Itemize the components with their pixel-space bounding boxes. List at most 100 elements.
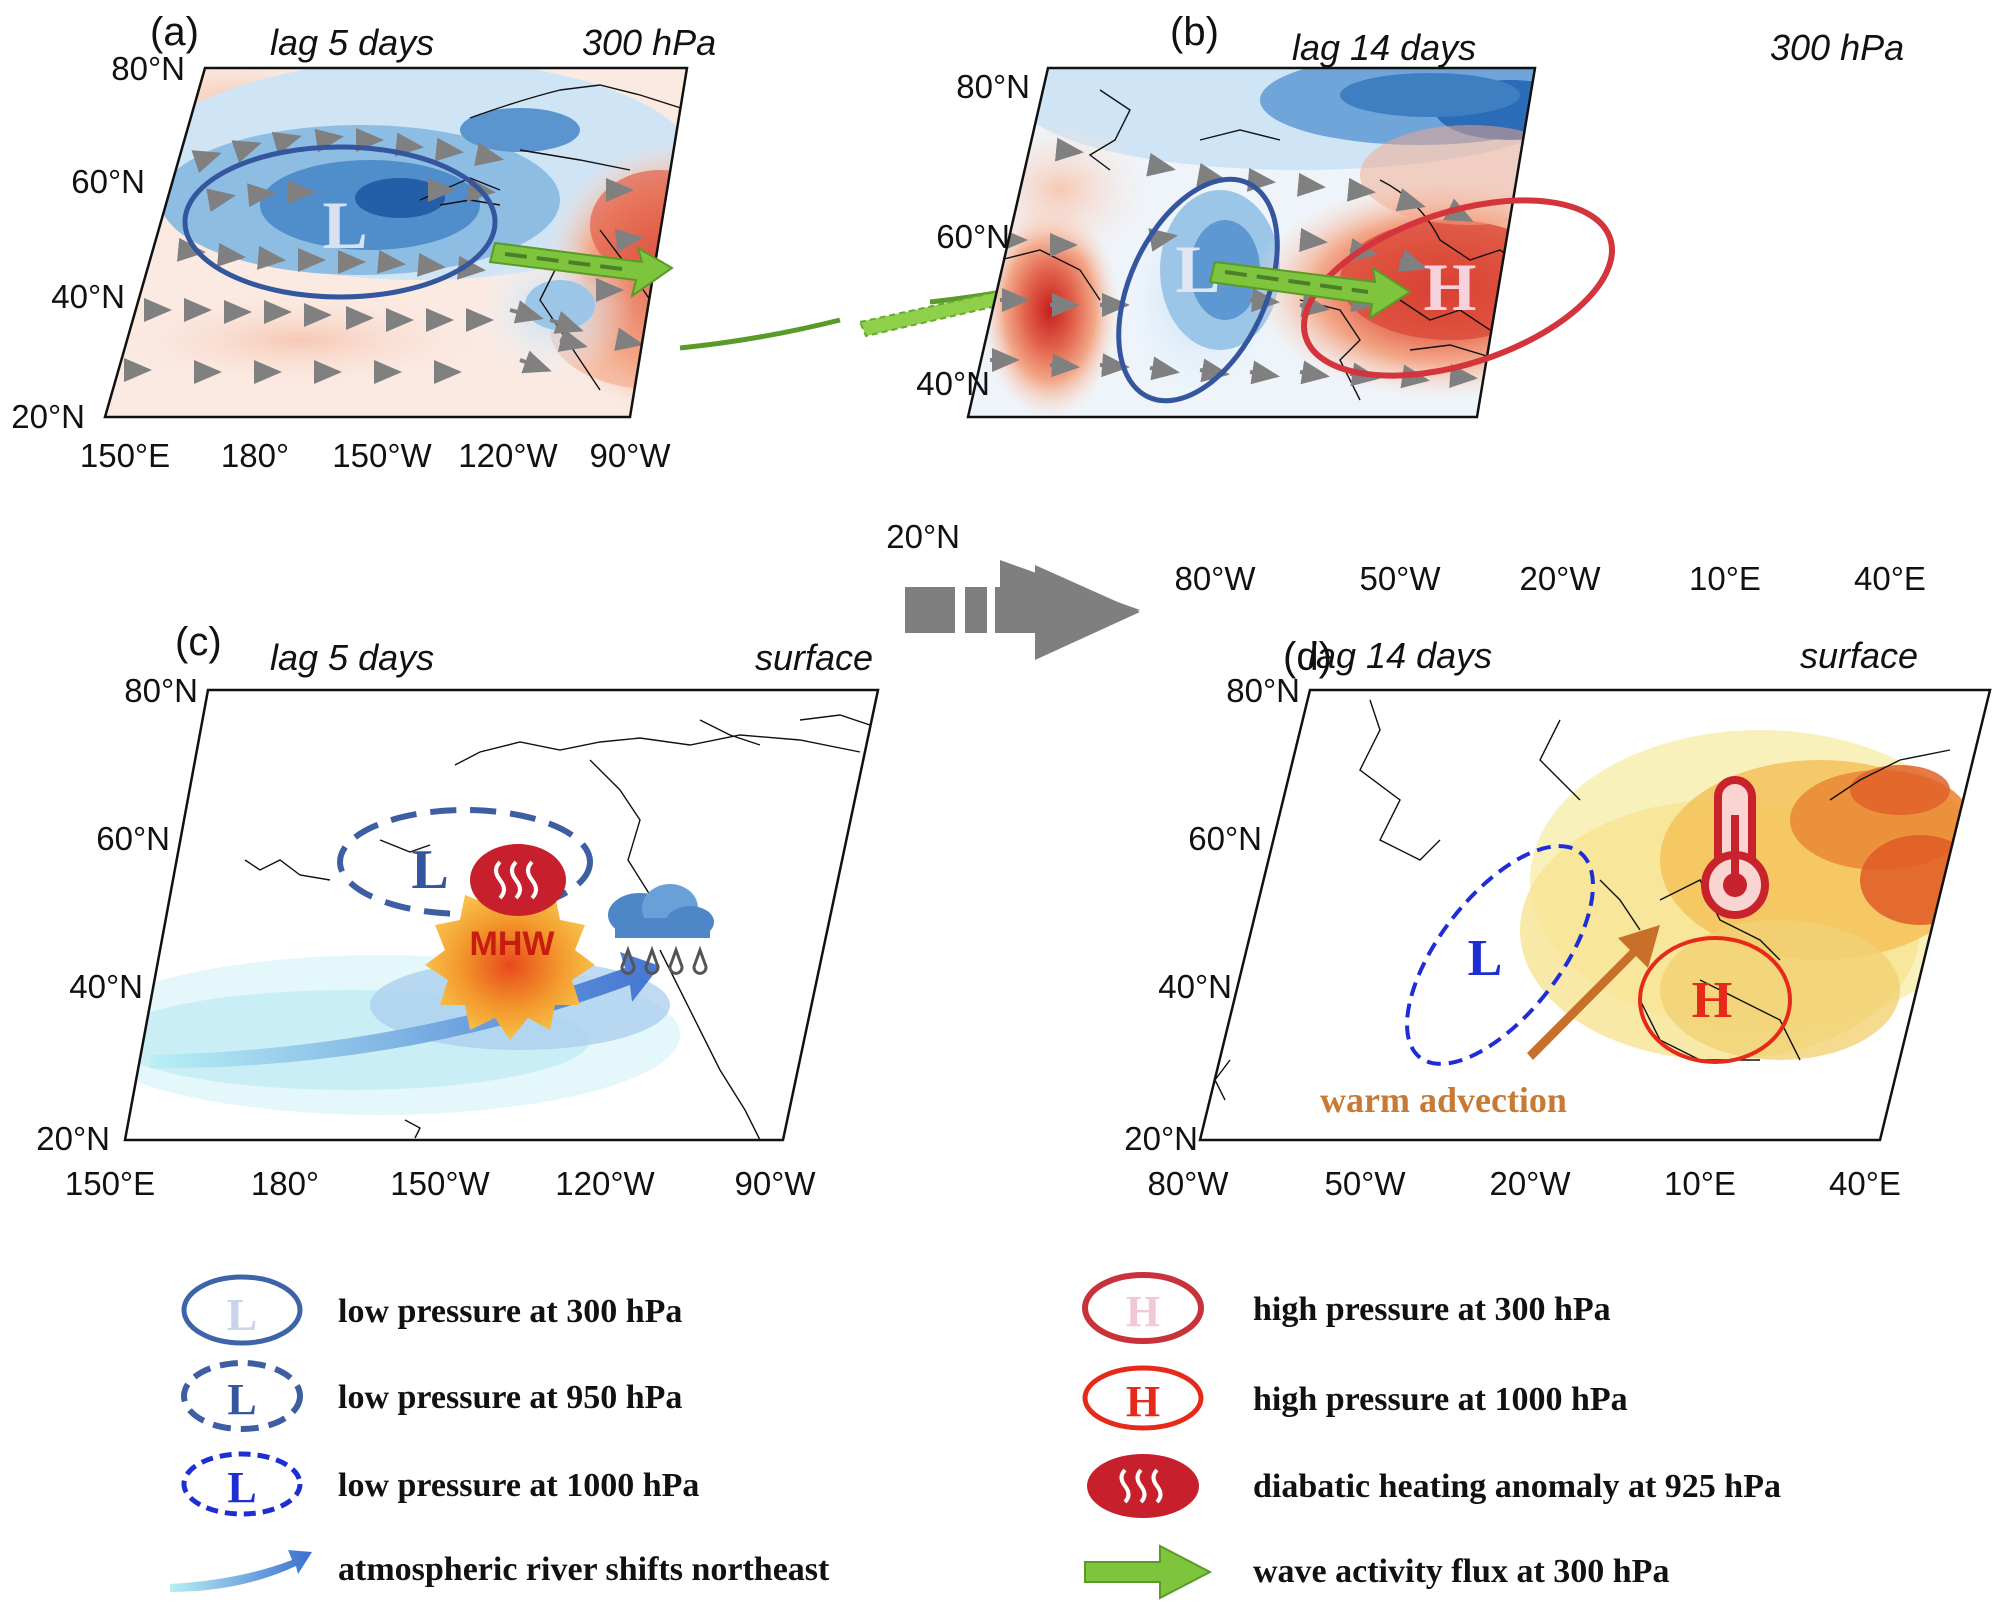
panel-d-annotation: warm advection (1320, 1080, 1567, 1120)
legend-label: diabatic heating anomaly at 925 hPa (1253, 1468, 1781, 1505)
panel-a-lag: lag 5 days (270, 22, 434, 63)
panel-d-lon-tick: 10°E (1664, 1165, 1736, 1202)
panel-c-mhw-burst: MHW (425, 890, 595, 1040)
panel-b-frame (966, 66, 1537, 419)
legend-left: L low pressure at 300 hPa L low pressure… (170, 1274, 830, 1592)
panel-d-lon-tick: 40°E (1829, 1165, 1901, 1202)
panel-a-lat-tick: 80°N (111, 50, 185, 87)
legend-symbol: L (227, 1375, 256, 1424)
panel-d-lag: lag 14 days (1308, 635, 1492, 676)
panel-c-ar-arrow (150, 952, 660, 1069)
panel-b-lat-tick: 40°N (916, 365, 990, 402)
legend-item: L low pressure at 1000 hPa (181, 1451, 699, 1517)
panel-c-lon-ticks: 150°E 180° 150°W 120°W 90°W (65, 1165, 817, 1202)
legend-label: wave activity flux at 300 hPa (1253, 1553, 1669, 1590)
panel-a-label: (a) (150, 10, 199, 54)
panel-d-lat-tick: 80°N (1226, 672, 1300, 709)
panel-b-lon-ticks: 80°W 50°W 20°W 10°E 40°E (1174, 560, 1925, 597)
panel-d-label: (d) (1283, 635, 1332, 679)
panel-a-lon-tick: 150°W (332, 437, 432, 474)
panel-c-lon-tick: 150°W (390, 1165, 490, 1202)
panel-c-lat-tick: 20°N (36, 1120, 110, 1157)
panel-b-low-ellipse (1116, 176, 1280, 404)
legend-label: low pressure at 1000 hPa (338, 1467, 699, 1504)
legend-symbol: L (227, 1463, 256, 1512)
panel-a-lon-tick: 150°E (80, 437, 170, 474)
panel-d-lat-tick: 40°N (1158, 968, 1232, 1005)
panel-c-heating-badge (470, 844, 566, 916)
panel-c-label: (c) (175, 620, 222, 664)
panel-b-lat-ticks: 80°N 60°N 40°N 20°N (886, 68, 1030, 555)
panel-c-L-symbol: L (411, 839, 448, 901)
panel-d-map: L H warm advection (d) lag 14 days surfa… (1124, 635, 1992, 1202)
legend-label: high pressure at 1000 hPa (1253, 1381, 1628, 1418)
panel-c-lon-tick: 180° (251, 1165, 319, 1202)
panel-a-flux-arrow (488, 241, 674, 299)
panel-a-frame (103, 66, 689, 419)
legend-item: L low pressure at 300 hPa (181, 1274, 682, 1346)
panel-c-lon-tick: 150°E (65, 1165, 155, 1202)
heating-badge-icon (1087, 1454, 1199, 1518)
panel-a-flux-dash (504, 252, 631, 272)
panel-d-warm-arrow (1527, 925, 1660, 1060)
panel-b-lat-tick: 20°N (886, 518, 960, 555)
panel-d-lon-tick: 50°W (1324, 1165, 1406, 1202)
panel-c-lat-tick: 80°N (124, 672, 198, 709)
legend-symbol: H (1126, 1377, 1160, 1426)
legend-item: L low pressure at 950 hPa (181, 1360, 682, 1432)
solid-ellipse-L-icon (181, 1274, 303, 1346)
transition-arrow-main (905, 565, 1140, 660)
panel-d-lat-tick: 20°N (1124, 1120, 1198, 1157)
panel-b-lat-tick: 80°N (956, 68, 1030, 105)
legend-label: low pressure at 950 hPa (338, 1379, 682, 1416)
dashed-ellipse-L-icon (181, 1360, 303, 1432)
panel-d-H-symbol: H (1692, 972, 1732, 1029)
panel-a-lat-tick: 20°N (11, 398, 85, 435)
panel-b-lon-tick: 50°W (1359, 560, 1441, 597)
panel-b-lat-tick: 60°N (936, 218, 1010, 255)
panel-a-lon-tick: 180° (221, 437, 289, 474)
panel-b-lon-tick: 10°E (1689, 560, 1761, 597)
panel-c-rain-cloud-icon (608, 884, 714, 975)
panel-d-low-ellipse (1405, 844, 1595, 1066)
legend-label: atmospheric river shifts northeast (338, 1551, 830, 1588)
panel-c-lat-ticks: 80°N 60°N 40°N 20°N (36, 672, 198, 1157)
panel-d-level: surface (1800, 635, 1918, 676)
panel-c-lag: lag 5 days (270, 637, 434, 678)
blue-arrow-icon (170, 1550, 312, 1592)
legend-symbol: L (227, 1289, 258, 1340)
legend-right: H high pressure at 300 hPa H high pressu… (1082, 1272, 1781, 1600)
panel-d-lon-tick: 20°W (1489, 1165, 1571, 1202)
legend-item: atmospheric river shifts northeast (170, 1550, 830, 1592)
green-arrow-icon (1084, 1544, 1213, 1600)
panel-c-lat-tick: 60°N (96, 820, 170, 857)
panel-a-level: 300 hPa (582, 22, 716, 63)
panel-c-frame-main (123, 688, 880, 1142)
legend-item: wave activity flux at 300 hPa (1084, 1544, 1669, 1600)
panel-c-lat-tick: 40°N (69, 968, 143, 1005)
panel-b-label: (b) (1170, 10, 1219, 54)
legend: L low pressure at 300 hPa L low pressure… (170, 1272, 1781, 1600)
dotted-ellipse-L-icon (181, 1451, 303, 1517)
panel-a-lat-tick: 60°N (71, 163, 145, 200)
legend-symbol: H (1126, 1287, 1160, 1336)
panel-b-lon-tick: 20°W (1519, 560, 1601, 597)
panel-a-low-ellipse (182, 144, 498, 300)
panel-d-L-symbol: L (1468, 930, 1503, 987)
panel-c-level: surface (755, 637, 873, 678)
legend-item: H high pressure at 300 hPa (1082, 1272, 1611, 1344)
panel-a-lon-ticks: 150°E 180° 150°W 120°W 90°W (80, 437, 672, 474)
legend-label: high pressure at 300 hPa (1253, 1291, 1611, 1328)
panel-d-thermometer-icon (1701, 776, 1769, 919)
panel-d-lat-ticks: 80°N 60°N 40°N 20°N (1124, 672, 1300, 1157)
panel-a-lat-ticks: 80°N 60°N 40°N 20°N (11, 50, 185, 435)
panel-b-H-symbol: H (1424, 249, 1477, 325)
panel-d-frame-main (1198, 688, 1992, 1142)
legend-label: low pressure at 300 hPa (338, 1293, 682, 1330)
panel-a-lon-tick: 90°W (589, 437, 671, 474)
panel-d-lon-tick: 80°W (1147, 1165, 1229, 1202)
panel-d-high-ellipse (1638, 936, 1792, 1064)
panel-b-level: 300 hPa (1770, 27, 1904, 68)
panel-c-mhw-label: MHW (470, 925, 556, 963)
